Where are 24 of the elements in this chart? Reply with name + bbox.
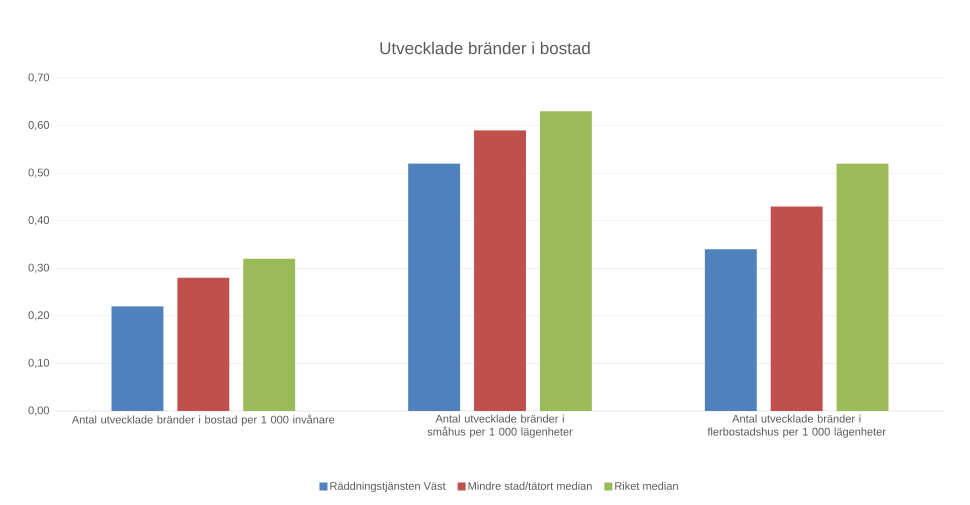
y-tick-label: 0,10 — [28, 358, 50, 368]
x-tick-label: Antal utvecklade bränder i bostad per 1 000 invånare — [72, 414, 334, 426]
bar — [836, 164, 888, 411]
legend-label: Räddningstjänsten Väst — [330, 482, 446, 492]
y-tick-label: 0,00 — [28, 406, 50, 416]
bar — [770, 206, 823, 411]
bar — [243, 258, 296, 411]
legend-label: Riket median — [615, 482, 678, 490]
y-tick-label: 0,40 — [28, 216, 50, 226]
chart-title: Utvecklade bränder i bostad — [380, 42, 590, 54]
y-tick-label: 0,50 — [28, 168, 50, 178]
x-tick-label: Antal utvecklade bränder i småhus per 1 000 lägenheter — [428, 414, 573, 438]
bar — [704, 249, 757, 411]
bar — [112, 306, 164, 411]
x-tick-label: Antal utvecklade bränder i flerbostadshus per 1 000 lägenheter — [708, 414, 886, 438]
bar — [540, 111, 592, 411]
y-tick-label: 0,60 — [28, 121, 50, 130]
legend-label: Mindre stad/tätort median — [468, 482, 592, 490]
y-tick-label: 0,30 — [28, 264, 50, 273]
y-tick-label: 0,70 — [28, 73, 50, 83]
y-tick-label: 0,20 — [28, 311, 50, 320]
bar — [474, 130, 526, 411]
bar — [408, 164, 460, 411]
bar — [177, 278, 230, 411]
